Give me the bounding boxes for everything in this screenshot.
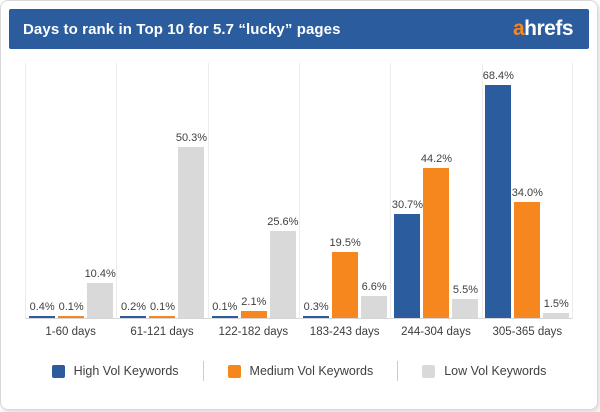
bar-value-label: 34.0% [511,187,543,200]
legend-color-swatch [51,364,65,378]
bar-high-vol-keywords [120,316,147,318]
x-axis-category-label: 1-60 days [45,326,96,338]
bar-low-vol-keywords [543,312,570,318]
bar-low-vol-keywords [361,295,388,318]
category-bars: 30.7% 44.2% 5.5% [390,63,482,319]
chart-area: 0.4% 0.1% 10.4% 1-60 days 0.2% 0.1% 50.3% 61-12… [25,63,573,381]
bar-value-label: 2.1% [241,295,267,308]
bar-value-label: 6.6% [361,280,387,293]
bar-plot: 0.4% 0.1% 10.4% 1-60 days 0.2% 0.1% 50.3% 61-12… [25,63,573,345]
category-bars: 0.3% 19.5% 6.6% [298,63,391,319]
x-axis-category-label: 61-121 days [130,326,194,338]
bar-with-label: 0.1% [149,63,176,318]
category-group: 0.2% 0.1% 50.3% 61-121 days [116,63,208,345]
bar-value-label: 0.3% [303,301,329,313]
category-bars: 0.1% 2.1% 25.6% [207,63,299,319]
bar-value-label: 0.4% [29,301,55,313]
bar-value-label: 25.6% [267,215,299,228]
ahrefs-logo-rest: hrefs [524,17,573,40]
legend-divider [202,361,204,381]
bar-medium-vol-keywords [149,316,176,318]
bar-with-label: 34.0% [511,63,543,318]
legend-item-high-vol-keywords: High Vol Keywords [28,364,203,378]
bar-value-label: 0.1% [212,301,238,313]
bar-high-vol-keywords [303,316,330,318]
bar-with-label: 0.4% [29,63,56,318]
bar-with-label: 6.6% [361,63,388,318]
bar-low-vol-keywords [87,282,114,318]
chart-header: Days to rank in Top 10 for 5.7 “lucky” p… [9,9,589,49]
bar-with-label: 5.5% [452,63,479,318]
category-bars: 0.4% 0.1% 10.4% [25,63,117,319]
bar-with-label: 19.5% [329,63,361,318]
bar-with-label: 10.4% [84,63,116,318]
bar-medium-vol-keywords [240,310,267,318]
x-axis-category-label: 244-304 days [401,326,471,338]
chart-legend: High Vol Keywords Medium Vol Keywords Low … [25,361,573,381]
bar-with-label: 2.1% [240,63,267,318]
ahrefs-logo-accent-letter: a [512,17,525,40]
bar-with-label: 25.6% [267,63,299,318]
bar-high-vol-keywords [394,213,421,318]
chart-title: Days to rank in Top 10 for 5.7 “lucky” p… [23,20,341,38]
bar-low-vol-keywords [452,299,479,318]
bar-high-vol-keywords [29,316,56,318]
legend-label: High Vol Keywords [73,364,179,378]
bar-with-label: 0.2% [120,63,147,318]
legend-label: Low Vol Keywords [444,364,547,378]
bar-with-label: 44.2% [420,63,453,318]
bar-with-label: 30.7% [391,63,424,318]
x-axis-category-label: 305-365 days [492,326,563,338]
bar-value-label: 10.4% [84,267,116,280]
ahrefs-logo: ahrefs [512,17,574,41]
x-axis-category-label: 183-243 days [309,326,380,338]
bar-low-vol-keywords [178,146,205,318]
category-group: 0.4% 0.1% 10.4% 1-60 days [25,63,117,345]
bar-value-label: 0.2% [120,301,147,313]
legend-item-low-vol-keywords: Low Vol Keywords [398,364,570,378]
bar-with-label: 0.1% [211,63,238,318]
legend-color-swatch [227,364,241,378]
legend-label: Medium Vol Keywords [249,364,374,378]
legend-color-swatch [422,364,436,378]
bar-with-label: 68.4% [482,63,514,318]
x-axis-category-label: 122-182 days [218,326,289,338]
category-group: 30.7% 44.2% 5.5% 244-304 days [390,63,482,345]
legend-divider [397,361,399,381]
legend-item-medium-vol-keywords: Medium Vol Keywords [204,364,398,378]
bar-medium-vol-keywords [332,251,359,318]
category-bars: 68.4% 34.0% 1.5% [481,63,573,319]
bar-value-label: 1.5% [543,297,569,310]
category-group: 0.3% 19.5% 6.6% 183-243 days [298,63,391,345]
category-group: 0.1% 2.1% 25.6% 122-182 days [207,63,299,345]
bar-with-label: 0.3% [303,63,330,318]
bar-value-label: 0.1% [58,301,84,313]
bar-medium-vol-keywords [423,167,450,318]
bar-value-label: 30.7% [391,198,424,211]
category-bars: 0.2% 0.1% 50.3% [116,63,208,319]
bar-high-vol-keywords [211,316,238,318]
bar-high-vol-keywords [485,85,512,318]
bar-with-label: 50.3% [175,63,208,318]
bar-value-label: 44.2% [420,152,453,165]
bar-medium-vol-keywords [514,202,541,318]
bar-value-label: 68.4% [482,70,514,83]
bar-value-label: 50.3% [175,131,208,144]
bar-value-label: 19.5% [329,236,361,249]
bar-low-vol-keywords [269,230,296,318]
bar-value-label: 5.5% [452,284,478,297]
bar-medium-vol-keywords [58,316,85,318]
category-group: 68.4% 34.0% 1.5% 305-365 days [481,63,573,345]
bar-with-label: 1.5% [543,63,570,318]
bar-with-label: 0.1% [58,63,85,318]
bar-value-label: 0.1% [149,301,176,313]
